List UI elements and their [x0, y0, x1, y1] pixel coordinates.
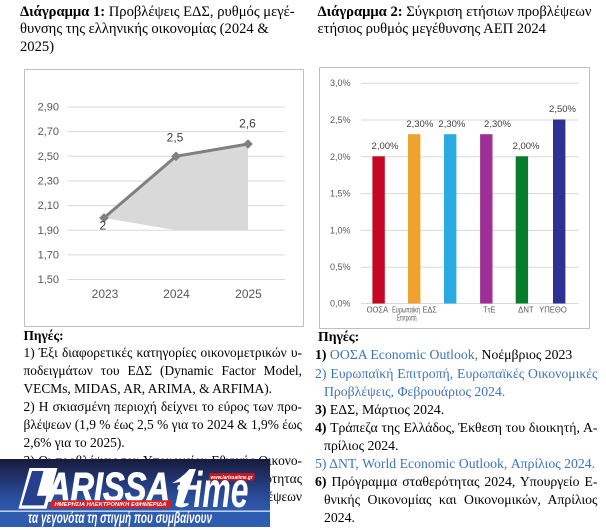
svg-text:2025: 2025 [235, 287, 262, 301]
svg-text:2,30%: 2,30% [438, 119, 465, 130]
svg-text:ΔΝΤ: ΔΝΤ [518, 305, 534, 314]
svg-text:2,5%: 2,5% [330, 115, 351, 125]
svg-text:1,90: 1,90 [38, 225, 59, 237]
svg-text:ΤτΕ: ΤτΕ [483, 305, 495, 314]
svg-text:2,70: 2,70 [38, 126, 59, 138]
svg-text:2,10: 2,10 [38, 200, 59, 212]
svg-text:0,5%: 0,5% [330, 262, 351, 272]
svg-text:ime: ime [194, 462, 249, 518]
svg-text:0,0%: 0,0% [330, 299, 351, 309]
svg-text:2023: 2023 [92, 287, 119, 301]
svg-text:1,50: 1,50 [38, 274, 59, 286]
svg-text:ΗΜΕΡΗΣΙΑ ΗΛΕΚΤΡΟΝΙΚΗ ΕΦΗΜΕΡΙΔΑ: ΗΜΕΡΗΣΙΑ ΗΛΕΚΤΡΟΝΙΚΗ ΕΦΗΜΕΡΙΔΑ [55, 502, 167, 508]
svg-text:3,0%: 3,0% [330, 78, 351, 88]
svg-text:2,5: 2,5 [167, 131, 184, 145]
svg-text:2024: 2024 [163, 287, 190, 301]
svg-text:2,30%: 2,30% [484, 119, 511, 130]
svg-text:2,6: 2,6 [239, 117, 256, 131]
svg-text:2: 2 [99, 219, 106, 233]
svg-text:2,00%: 2,00% [372, 141, 399, 152]
svg-text:2,90: 2,90 [38, 102, 59, 114]
svg-text:τα γεγονότα τη στιγμή που συμβ: τα γεγονότα τη στιγμή που συμβαίνουν [28, 510, 212, 527]
svg-text:2,0%: 2,0% [330, 152, 351, 162]
svg-text:2,50%: 2,50% [549, 104, 576, 115]
svg-text:2,50: 2,50 [38, 151, 59, 163]
svg-text:ΕΔΣ: ΕΔΣ [423, 305, 437, 314]
svg-text:1,5%: 1,5% [330, 189, 351, 199]
svg-text:2,30: 2,30 [38, 175, 59, 187]
svg-text:www.larissatime.gr: www.larissatime.gr [211, 475, 254, 481]
svg-text:1,70: 1,70 [38, 249, 59, 261]
svg-text:Επιτροπή: Επιτροπή [397, 313, 417, 322]
svg-text:Ευρωπαϊκή: Ευρωπαϊκή [392, 305, 420, 314]
svg-text:ΟΟΣΑ: ΟΟΣΑ [367, 305, 389, 314]
svg-text:1,0%: 1,0% [330, 225, 351, 235]
svg-text:2,00%: 2,00% [513, 141, 540, 152]
svg-text:2,30%: 2,30% [406, 119, 433, 130]
svg-text:ΥΠΕΘΟ: ΥΠΕΘΟ [539, 305, 567, 314]
